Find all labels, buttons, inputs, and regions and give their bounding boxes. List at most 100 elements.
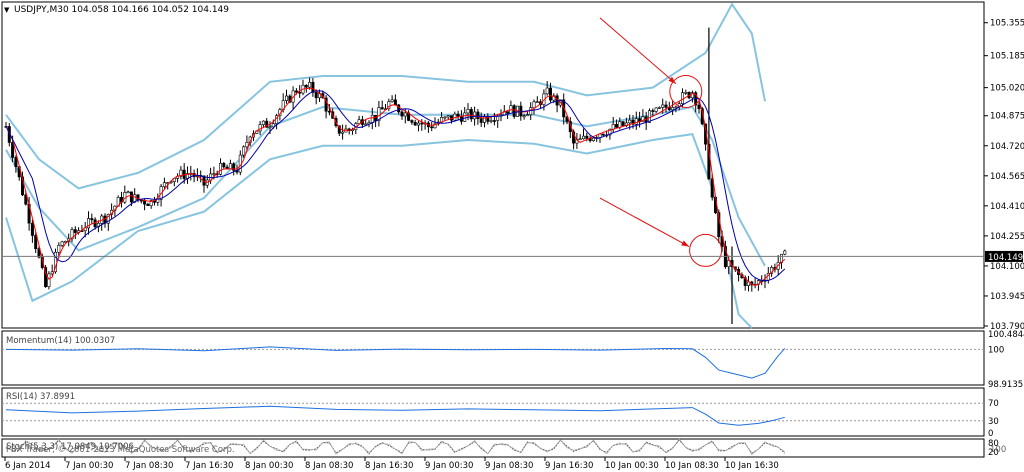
candle-body	[87, 218, 91, 229]
x-tick-label: 8 Jan 16:30	[365, 461, 413, 471]
candle-body	[364, 123, 368, 126]
candle-body	[654, 107, 658, 112]
momentum-panel-frame	[1, 330, 985, 386]
candle-body	[341, 131, 345, 134]
candle-body	[727, 260, 731, 268]
candle-body	[601, 133, 605, 136]
candle-body	[47, 273, 51, 287]
candle-body	[311, 81, 315, 93]
candle-body	[146, 203, 150, 207]
candle-body	[489, 120, 493, 122]
candle-body	[661, 104, 665, 108]
candle-body	[585, 135, 589, 139]
x-tick-label: 8 Jan 00:30	[245, 461, 293, 471]
candle-body	[680, 92, 684, 104]
candle-body	[614, 124, 618, 128]
candle-body	[463, 112, 467, 122]
candle-body	[377, 107, 381, 121]
candle-body	[380, 107, 384, 110]
annotation-circle	[689, 233, 723, 267]
candle-body	[697, 104, 701, 109]
rsi-label: RSI(14) 37.8991	[6, 392, 75, 402]
candle-body	[24, 194, 28, 205]
candle-body	[618, 121, 622, 128]
main-panel-frame	[1, 1, 985, 329]
candle-body	[479, 118, 483, 123]
y-tick-label: 103.790	[990, 322, 1024, 332]
candle-body	[258, 124, 262, 132]
current-price-tag	[985, 250, 1023, 262]
candle-body	[268, 126, 272, 129]
candle-body	[690, 92, 694, 99]
momentum-label: Momentum(14) 100.0307	[6, 336, 115, 346]
candle-body	[219, 163, 223, 175]
x-tick-label: 8 Jan 08:30	[305, 461, 353, 471]
annotation-arrowhead	[668, 76, 676, 84]
y-tick-label: 104.565	[990, 172, 1024, 182]
candle-body	[591, 137, 595, 141]
y-tick-label: 104.875	[990, 112, 1024, 122]
ma-fast-line	[5, 87, 786, 286]
chart-dropdown-icon[interactable]: ▼	[4, 6, 10, 14]
candle-body	[492, 120, 496, 122]
annotation-arrowhead	[681, 240, 690, 247]
candle-body	[578, 138, 582, 141]
candle-body	[611, 124, 615, 130]
candle-body	[179, 169, 183, 177]
candle-body	[242, 146, 246, 156]
stoch-signal-line	[5, 438, 785, 456]
annotation-arrow	[599, 197, 690, 247]
candle-body	[294, 90, 298, 93]
stoch-panel-frame	[1, 438, 985, 458]
moving-averages	[5, 87, 786, 286]
candle-body	[327, 110, 331, 113]
candle-body	[657, 107, 661, 109]
candle-body	[420, 122, 424, 125]
candle-body	[57, 245, 61, 253]
candle-body	[456, 113, 460, 117]
candle-body	[390, 99, 394, 102]
candle-body	[156, 198, 160, 203]
candle-body	[34, 235, 38, 250]
candle-body	[572, 131, 576, 144]
candle-body	[357, 119, 361, 124]
candle-body	[374, 114, 378, 121]
candle-body	[232, 163, 236, 171]
candle-body	[308, 81, 312, 88]
candle-body	[651, 110, 655, 112]
y-axis-ticks: 105.355 105.185 105.020 104.875 104.720 104.5…	[984, 19, 1024, 332]
candle-body	[443, 116, 447, 119]
candle-body	[433, 123, 437, 129]
candle-body	[30, 222, 34, 236]
candle-body	[126, 191, 130, 194]
stoch-tick-80: 80	[988, 439, 999, 449]
candle-body	[271, 123, 275, 128]
x-tick-label: 10 Jan 00:30	[605, 461, 659, 471]
candle-body	[671, 107, 675, 111]
candle-body	[466, 109, 470, 114]
candle-body	[212, 173, 216, 175]
current-price-label: 104.149	[988, 253, 1023, 263]
momentum-line	[5, 346, 786, 379]
candle-body	[400, 111, 404, 117]
candle-body	[581, 135, 585, 140]
x-tick-label: 6 Jan 2014	[5, 461, 51, 471]
candle-body	[545, 87, 549, 95]
candle-body	[261, 120, 265, 125]
candle-body	[416, 122, 420, 126]
candle-body	[90, 218, 94, 221]
y-tick-label: 103.945	[990, 292, 1024, 302]
candle-body	[324, 97, 328, 112]
candle-body	[529, 107, 533, 115]
corner-label: 100	[990, 445, 1006, 455]
candle-body	[129, 191, 133, 203]
candle-body	[522, 115, 526, 118]
x-tick-label: 7 Jan 16:30	[185, 461, 233, 471]
candle-body	[143, 200, 147, 205]
candle-body	[496, 115, 500, 121]
candle-body	[304, 84, 308, 88]
y-tick-label: 104.720	[990, 142, 1024, 152]
candle-body	[397, 104, 401, 113]
y-tick-label: 104.255	[990, 232, 1024, 242]
